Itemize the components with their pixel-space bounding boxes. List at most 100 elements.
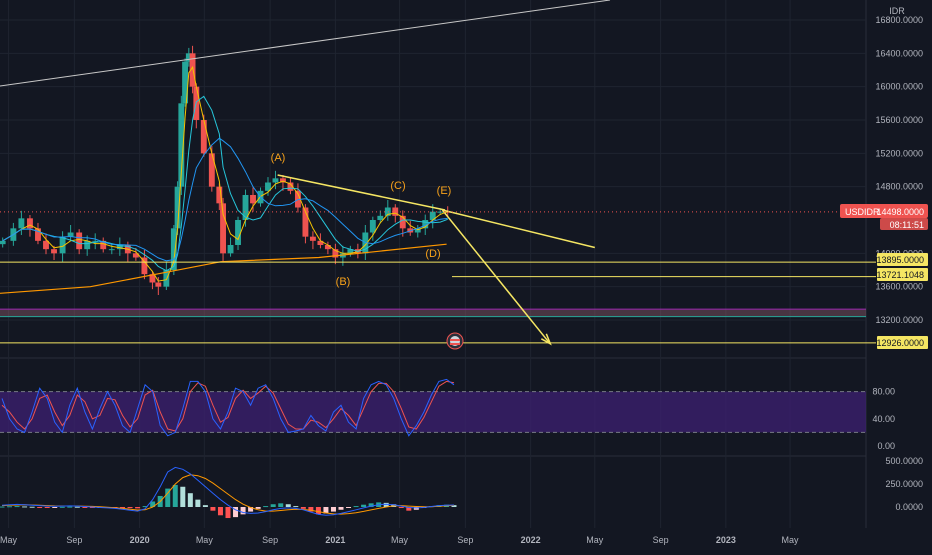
macd-histogram-bar bbox=[202, 505, 208, 507]
stoch-tick-label: 40.00 bbox=[872, 414, 895, 424]
candle[interactable] bbox=[280, 178, 286, 183]
candle[interactable] bbox=[324, 245, 331, 250]
candle[interactable] bbox=[377, 215, 384, 220]
candle[interactable] bbox=[265, 182, 271, 191]
macd-histogram-bar bbox=[255, 507, 261, 509]
candle[interactable] bbox=[332, 249, 339, 258]
candle[interactable] bbox=[174, 186, 181, 229]
candle[interactable] bbox=[182, 61, 189, 104]
candle[interactable] bbox=[185, 53, 192, 62]
candle[interactable] bbox=[100, 240, 107, 250]
candle[interactable] bbox=[422, 220, 429, 229]
candle[interactable] bbox=[272, 178, 279, 183]
candle[interactable] bbox=[216, 186, 223, 204]
candle[interactable] bbox=[170, 228, 177, 270]
candle[interactable] bbox=[43, 240, 49, 250]
economic-event-marker[interactable] bbox=[446, 332, 464, 350]
candle[interactable] bbox=[155, 282, 162, 287]
candle[interactable] bbox=[309, 236, 316, 241]
candle[interactable] bbox=[67, 232, 74, 237]
candle[interactable] bbox=[92, 240, 99, 242]
wave-label-b: (B) bbox=[336, 276, 351, 288]
wave-label-c: (C) bbox=[390, 180, 405, 192]
time-tick-label: May bbox=[0, 535, 18, 545]
candle[interactable] bbox=[116, 245, 123, 250]
candle[interactable] bbox=[287, 182, 294, 191]
candle[interactable] bbox=[429, 211, 436, 220]
candle[interactable] bbox=[369, 220, 376, 233]
price-badge-value: 14498.0000 bbox=[876, 207, 924, 217]
candle[interactable] bbox=[347, 249, 354, 254]
macd-histogram-bar bbox=[293, 506, 299, 508]
currency-label: IDR bbox=[889, 6, 905, 16]
macd-histogram-bar bbox=[225, 507, 231, 519]
candle[interactable] bbox=[76, 232, 83, 250]
candle[interactable] bbox=[84, 240, 91, 250]
price-tick-label: 16400.0000 bbox=[875, 48, 923, 58]
candle[interactable] bbox=[35, 228, 41, 241]
time-tick-label: 2023 bbox=[716, 535, 736, 545]
candle[interactable] bbox=[149, 274, 156, 283]
arrow-head bbox=[540, 333, 552, 346]
candle[interactable] bbox=[302, 207, 309, 237]
stoch-tick-label: 80.00 bbox=[872, 387, 895, 397]
candle[interactable] bbox=[27, 218, 33, 229]
stoch-d-line bbox=[1, 380, 455, 432]
macd-histogram-bar bbox=[330, 507, 336, 512]
price-pane[interactable] bbox=[0, 45, 451, 295]
candle[interactable] bbox=[220, 203, 226, 254]
trend-line[interactable] bbox=[277, 174, 446, 211]
candle[interactable] bbox=[141, 257, 148, 275]
candle[interactable] bbox=[51, 249, 57, 254]
time-tick-label: May bbox=[196, 535, 214, 545]
candle[interactable] bbox=[108, 249, 115, 251]
candle[interactable] bbox=[59, 236, 66, 254]
macd-histogram-bar bbox=[278, 503, 284, 507]
candle[interactable] bbox=[0, 240, 6, 245]
candle[interactable] bbox=[208, 153, 215, 187]
stochastic-pane[interactable] bbox=[0, 378, 866, 437]
ma-mid bbox=[2, 95, 448, 272]
sr-bands bbox=[0, 308, 866, 318]
price-tick-label: 16800.0000 bbox=[875, 15, 923, 25]
candle[interactable] bbox=[242, 195, 249, 220]
candle[interactable] bbox=[414, 228, 421, 233]
macd-histogram-bar bbox=[315, 507, 321, 515]
macd-histogram-bar bbox=[187, 493, 193, 507]
candle[interactable] bbox=[178, 103, 185, 187]
time-tick-label: Sep bbox=[653, 535, 669, 545]
macd-histogram-bar bbox=[29, 506, 35, 508]
macd-histogram-bar bbox=[165, 488, 171, 507]
time-axis[interactable]: May Sep 2020 May Sep 2021 May Sep 2022 May Sep 2023… bbox=[0, 535, 799, 545]
candle[interactable] bbox=[200, 120, 207, 154]
macd-histogram-bar bbox=[398, 507, 404, 508]
candle[interactable] bbox=[189, 53, 196, 87]
macd-histogram-bar bbox=[127, 507, 133, 509]
trend-line[interactable] bbox=[442, 209, 595, 249]
macd-pane[interactable] bbox=[0, 466, 457, 519]
macd-line bbox=[1, 466, 455, 516]
candle[interactable] bbox=[163, 270, 170, 287]
macd-histogram-bar bbox=[451, 505, 457, 507]
candle[interactable] bbox=[317, 240, 324, 245]
annotation-overlay bbox=[0, 0, 876, 346]
trend-line[interactable] bbox=[441, 209, 550, 344]
long-trendline[interactable] bbox=[0, 0, 611, 87]
candle[interactable] bbox=[227, 245, 234, 254]
candle[interactable] bbox=[392, 207, 399, 216]
candle[interactable] bbox=[18, 218, 25, 229]
resistance-zone bbox=[0, 309, 866, 317]
price-axis[interactable]: 16800.0000 16400.0000 16000.0000 15600.0000… bbox=[872, 15, 923, 512]
candle[interactable] bbox=[384, 207, 391, 216]
candle[interactable] bbox=[235, 220, 241, 245]
macd-histogram-bar bbox=[308, 507, 314, 512]
candle[interactable] bbox=[132, 253, 139, 258]
time-tick-label: Sep bbox=[66, 535, 82, 545]
time-tick-label: May bbox=[586, 535, 604, 545]
macd-histogram-bar bbox=[346, 507, 352, 508]
candle[interactable] bbox=[399, 215, 406, 229]
candle[interactable] bbox=[250, 195, 256, 204]
macd-histogram-bar bbox=[361, 504, 367, 507]
macd-histogram-bar bbox=[368, 503, 374, 507]
